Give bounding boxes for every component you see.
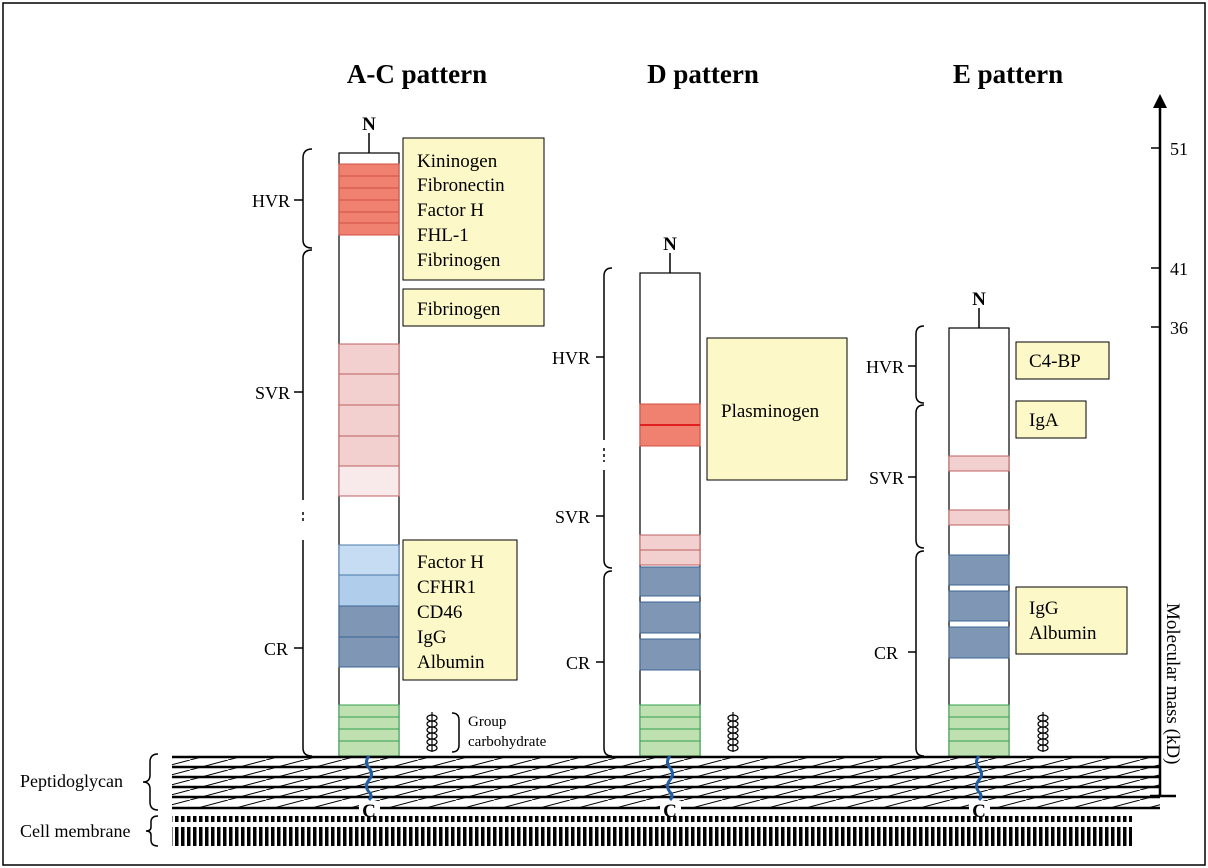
title-ac-pattern: A-C pattern [347,59,487,89]
ac-ligand-kininogen: Kininogen [417,151,498,172]
cell-membrane-bracket [145,815,159,847]
e-n-terminus: N [972,289,986,310]
d-svr-bands [639,534,701,566]
d-hvr-bands [639,403,701,447]
peptidoglycan-layer [172,755,1160,810]
e-label-cr: CR [874,643,898,663]
d-ligand-plasminogen: Plasminogen [721,401,820,422]
peptidoglycan-bracket [142,753,159,811]
tick-51: 51 [1170,139,1188,159]
e-region-brackets [908,325,925,757]
cell-membrane-layer [172,816,1132,846]
e-carbohydrate-icon [1037,712,1049,752]
e-anchor-bands [948,704,1010,757]
title-d-pattern: D pattern [647,59,759,89]
title-e-pattern: E pattern [953,59,1063,89]
e-pattern-protein: N HVR SVR CR C4-BP [866,289,1128,757]
ac-ligand-cd46: CD46 [417,602,462,623]
e-ligand-c4bp: C4-BP [1029,351,1081,372]
ac-binding-box-fibrinogen [402,288,545,327]
e-binding-box-iga [1015,400,1087,439]
ac-label-hvr: HVR [252,191,290,211]
ac-pattern-protein: N [252,114,547,757]
e-label-hvr: HVR [866,357,904,377]
cell-membrane-label: Cell membrane [20,821,130,841]
tick-36: 36 [1170,318,1188,338]
ac-ligand-cfhr1: CFHR1 [417,577,476,598]
d-label-hvr: HVR [552,348,590,368]
ac-ligand-fibrinogen-2: Fibrinogen [417,299,501,320]
e-cr-bands [948,554,1010,659]
d-label-cr: CR [566,653,590,673]
tick-41: 41 [1170,259,1188,279]
axis-label: Molecular mass (kD) [1162,603,1183,764]
d-pattern-protein: N H [552,234,848,757]
ac-ligand-igg: IgG [417,627,447,648]
d-anchor-bands [639,704,701,757]
d-label-svr: SVR [555,507,590,527]
ac-ligand-albumin: Albumin [417,652,485,673]
ac-label-svr: SVR [255,383,290,403]
d-region-brackets [596,267,613,757]
ac-label-cr: CR [264,639,288,659]
d-cr-bands [639,566,701,671]
ac-anchor-bands [338,704,400,757]
e-svr-bands [948,455,1010,526]
ac-binding-box-hvr [402,137,545,281]
e-binding-box-c4bp [1015,341,1110,380]
ac-ligand-factor-h: Factor H [417,200,484,221]
e-protein-rod [948,327,1010,757]
carbohydrate-label-line1: Group [468,714,506,730]
ac-carbohydrate-icon [426,712,438,752]
ac-ligand-fhl1: FHL-1 [417,225,469,246]
ac-ligand-fibrinogen: Fibrinogen [417,250,501,271]
ac-n-terminus: N [362,114,376,135]
molecular-mass-axis: 51 41 36 Molecular mass (kD) [1150,94,1188,798]
ac-cr-bands [338,544,400,668]
e-ligand-igg: IgG [1029,598,1059,619]
peptidoglycan-label: Peptidoglycan [20,771,123,791]
d-carbohydrate-icon [727,712,739,752]
d-binding-box [706,337,848,481]
e-binding-box-cr [1015,586,1128,655]
ac-ligand-factor-h-cr: Factor H [417,552,484,573]
e-ligand-iga: IgA [1029,410,1059,431]
carbohydrate-label-line2: carbohydrate [468,734,547,750]
ac-svr-bands [338,343,400,497]
d-protein-rod [639,272,701,757]
ac-hvr-bands [338,163,400,236]
carbohydrate-bracket [451,712,460,753]
ac-ligand-fibronectin: Fibronectin [417,175,505,196]
d-n-terminus: N [663,234,677,255]
e-ligand-albumin: Albumin [1029,623,1097,644]
ac-binding-box-cr [402,539,518,681]
e-label-svr: SVR [869,468,904,488]
